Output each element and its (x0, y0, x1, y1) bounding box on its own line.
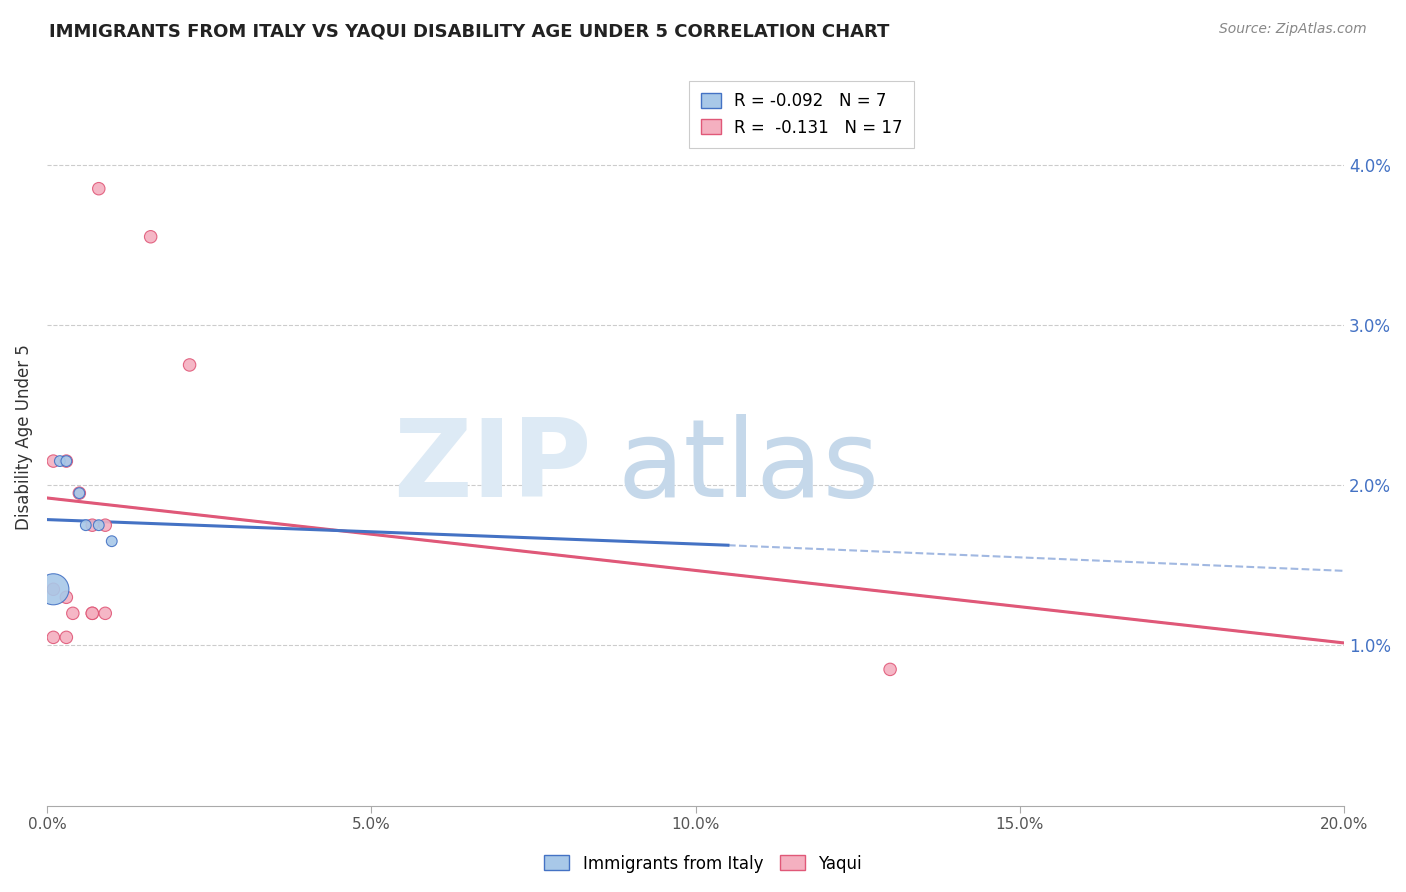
Point (94, 518, 117, 533)
Point (55, 631, 77, 645)
Point (55, 591, 77, 605)
Legend: Immigrants from Italy, Yaqui: Immigrants from Italy, Yaqui (537, 848, 869, 880)
Point (42, 582, 65, 597)
Point (94, 607, 117, 621)
Point (179, 358, 201, 372)
Point (49, 454, 72, 468)
Point (100, 534, 122, 549)
Point (55, 454, 77, 468)
Y-axis label: Disability Age Under 5: Disability Age Under 5 (15, 344, 32, 530)
Legend: R = -0.092   N = 7, R =  -0.131   N = 17: R = -0.092 N = 7, R = -0.131 N = 17 (689, 80, 914, 148)
Point (87, 518, 110, 533)
Point (87, 182, 110, 196)
Point (67, 486, 90, 500)
Text: Source: ZipAtlas.com: Source: ZipAtlas.com (1219, 22, 1367, 37)
Point (82, 607, 104, 621)
Point (55, 454, 77, 468)
Text: IMMIGRANTS FROM ITALY VS YAQUI DISABILITY AGE UNDER 5 CORRELATION CHART: IMMIGRANTS FROM ITALY VS YAQUI DISABILIT… (49, 22, 890, 40)
Point (42, 582, 65, 597)
Point (42, 631, 65, 645)
Point (75, 518, 97, 533)
Point (42, 454, 65, 468)
Point (67, 486, 90, 500)
Point (62, 607, 84, 621)
Point (879, 662, 901, 676)
Text: ZIP: ZIP (394, 414, 592, 519)
Point (139, 229, 162, 244)
Point (82, 607, 104, 621)
Text: atlas: atlas (617, 414, 880, 519)
Point (82, 518, 104, 533)
